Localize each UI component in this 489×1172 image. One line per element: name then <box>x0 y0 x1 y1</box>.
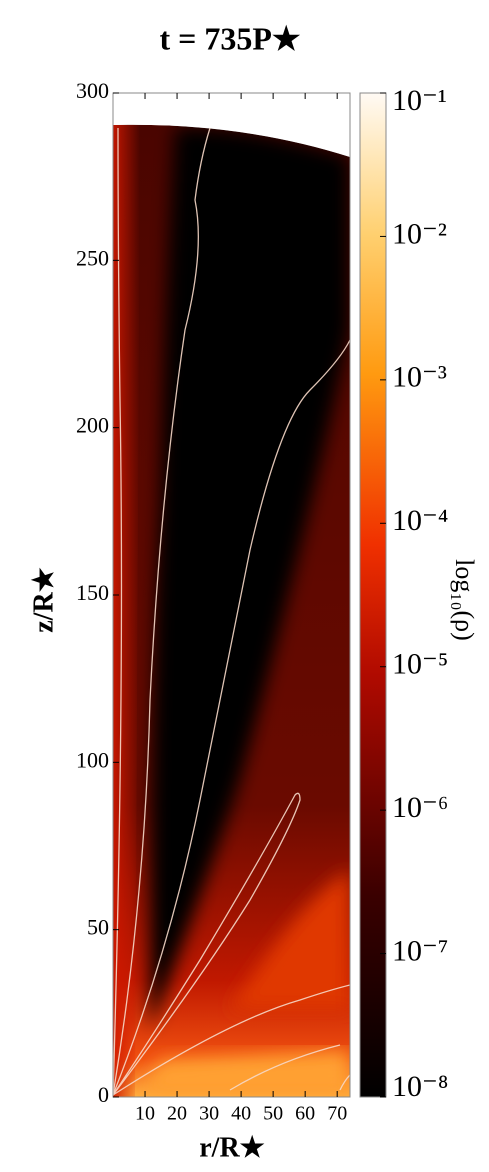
y-tick-label: 150 <box>76 580 109 605</box>
colorbar <box>359 92 387 1098</box>
x-tick-label: 40 <box>231 1103 251 1125</box>
y-tick-label: 50 <box>87 915 109 940</box>
x-tick-label: 30 <box>199 1103 219 1125</box>
colorbar-tick-label: 10⁻⁶ <box>392 791 448 824</box>
x-tick-label: 20 <box>167 1103 187 1125</box>
chart-title: t = 735P★ <box>159 20 300 56</box>
x-tick-label: 60 <box>295 1103 315 1125</box>
colorbar-tick-label: 10⁻² <box>392 217 447 250</box>
colorbar-tick-label: 10⁻¹ <box>392 84 447 117</box>
y-tick-label: 300 <box>76 78 109 103</box>
y-axis-label: z/R★ <box>28 567 59 633</box>
y-tick-label: 100 <box>76 747 109 772</box>
x-tick-label: 70 <box>327 1103 347 1125</box>
heatmap <box>113 93 350 1097</box>
colorbar-tick-label: 10⁻⁴ <box>392 504 448 537</box>
y-tick-label: 200 <box>76 413 109 438</box>
colorbar-tick-label: 10⁻⁸ <box>392 1070 448 1103</box>
colorbar-label: log₁₀(ρ) <box>450 559 479 641</box>
colorbar-tick-label: 10⁻³ <box>392 361 447 394</box>
y-tick-label: 250 <box>76 245 109 270</box>
y-tick-label: 0 <box>98 1082 109 1107</box>
x-tick-label: 10 <box>135 1103 155 1125</box>
x-axis-label: r/R★ <box>199 1132 265 1163</box>
colorbar-tick-label: 10⁻⁵ <box>392 648 448 681</box>
x-tick-label: 50 <box>263 1103 283 1125</box>
colorbar-tick-label: 10⁻⁷ <box>392 934 448 967</box>
